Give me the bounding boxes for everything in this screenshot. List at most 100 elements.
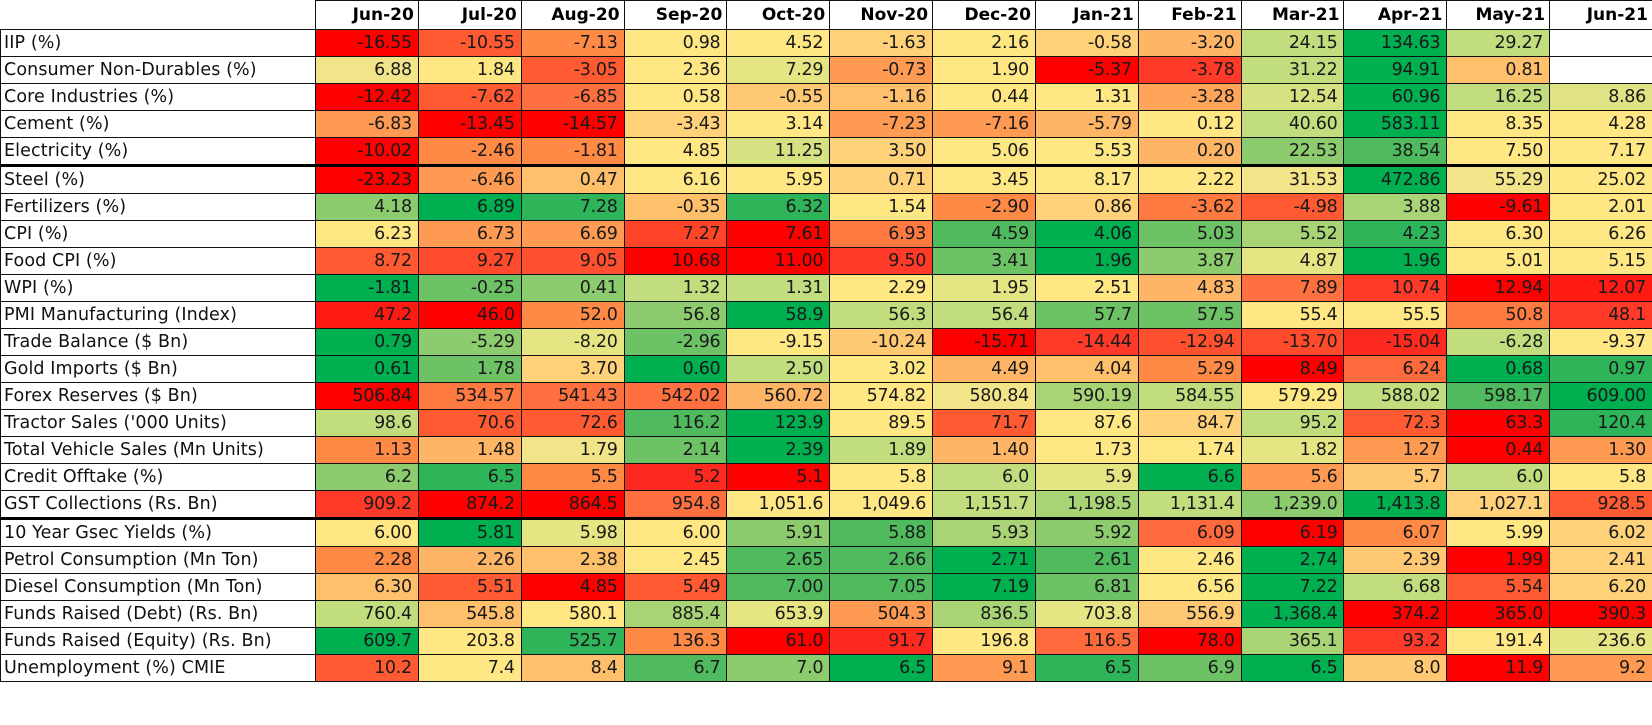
data-cell: 1.99 <box>1446 546 1551 574</box>
row-label: WPI (%) <box>0 274 316 302</box>
data-cell: 6.16 <box>623 165 728 194</box>
data-cell: 8.17 <box>1034 165 1139 194</box>
data-cell: 11.9 <box>1446 654 1551 682</box>
data-cell: 5.06 <box>932 137 1036 167</box>
data-cell: 40.60 <box>1240 110 1345 138</box>
data-cell: 7.27 <box>623 220 728 248</box>
data-cell: 7.0 <box>726 654 831 682</box>
data-cell: 506.84 <box>315 382 419 410</box>
data-cell: 5.2 <box>623 463 728 491</box>
data-cell: -6.46 <box>417 165 522 194</box>
data-cell: -9.37 <box>1549 328 1652 356</box>
data-cell: 5.81 <box>417 518 522 547</box>
data-cell: 7.28 <box>520 193 625 221</box>
data-cell: 8.49 <box>1240 355 1345 383</box>
data-cell: 6.30 <box>1446 220 1551 248</box>
data-cell: -10.02 <box>315 137 419 167</box>
row-label: Funds Raised (Equity) (Rs. Bn) <box>0 627 316 655</box>
data-cell: 7.50 <box>1446 137 1551 167</box>
data-cell: 4.49 <box>932 355 1036 383</box>
data-cell: 1.31 <box>1034 83 1139 111</box>
macro-indicators-heatmap-table: Jun-20 Jul-20 Aug-20 Sep-20 Oct-20 Nov-2… <box>0 0 1652 682</box>
data-cell: 9.27 <box>417 247 522 275</box>
data-cell: 24.15 <box>1240 29 1345 57</box>
data-cell: -2.90 <box>932 193 1036 221</box>
table-row: Steel (%) -23.23 -6.46 0.47 6.16 5.95 0.71 3.45… <box>0 165 1652 194</box>
data-cell: -2.46 <box>417 137 522 167</box>
row-label: Food CPI (%) <box>0 247 316 275</box>
data-cell: 0.81 <box>1446 56 1551 84</box>
row-label: CPI (%) <box>0 220 316 248</box>
data-cell: 12.94 <box>1446 274 1551 302</box>
data-cell: 0.98 <box>623 29 728 57</box>
header-row: Jun-20 Jul-20 Aug-20 Sep-20 Oct-20 Nov-2… <box>0 0 1652 30</box>
data-cell: 3.88 <box>1343 193 1448 221</box>
data-cell: 5.92 <box>1034 518 1139 547</box>
data-cell: 5.6 <box>1240 463 1345 491</box>
data-cell: 47.2 <box>315 301 419 329</box>
data-cell: 2.51 <box>1034 274 1139 302</box>
data-cell: 609.7 <box>315 627 419 655</box>
data-cell: 874.2 <box>417 490 522 520</box>
data-cell: 7.05 <box>829 573 934 601</box>
row-label: Credit Offtake (%) <box>0 463 316 491</box>
data-cell: 29.27 <box>1446 29 1551 57</box>
data-cell: 5.98 <box>520 518 625 547</box>
data-cell: 556.9 <box>1137 600 1242 628</box>
data-cell: 5.8 <box>1549 463 1652 491</box>
data-cell: 55.4 <box>1240 301 1345 329</box>
data-cell: 87.6 <box>1034 409 1139 437</box>
data-cell: 2.71 <box>932 546 1036 574</box>
data-cell: 579.29 <box>1240 382 1345 410</box>
table-row: Diesel Consumption (Mn Ton) 6.30 5.51 4.85 5… <box>0 573 1652 601</box>
data-cell: 1.13 <box>315 436 419 464</box>
data-cell: 0.79 <box>315 328 419 356</box>
data-cell: 9.2 <box>1549 654 1652 682</box>
data-cell: 11.25 <box>726 137 831 167</box>
data-cell: 0.44 <box>932 83 1036 111</box>
table-row: Funds Raised (Equity) (Rs. Bn) 609.7 203.8… <box>0 627 1652 655</box>
data-cell: 25.02 <box>1549 165 1652 194</box>
data-cell: 542.02 <box>623 382 728 410</box>
data-cell: 2.39 <box>726 436 831 464</box>
data-cell: 136.3 <box>623 627 728 655</box>
column-header: Aug-20 <box>520 0 625 30</box>
data-cell: 0.44 <box>1446 436 1551 464</box>
data-cell: -16.55 <box>315 29 419 57</box>
column-header: Sep-20 <box>623 0 728 30</box>
data-cell: 1.90 <box>932 56 1036 84</box>
data-cell: 7.00 <box>726 573 831 601</box>
data-cell: 1.73 <box>1034 436 1139 464</box>
table-row: Electricity (%) -10.02 -2.46 -1.81 4.85 11.25… <box>0 137 1652 167</box>
data-cell: 11.00 <box>726 247 831 275</box>
column-header: May-21 <box>1446 0 1551 30</box>
data-cell: 9.50 <box>829 247 934 275</box>
data-cell: -0.58 <box>1034 29 1139 57</box>
data-cell: -3.78 <box>1137 56 1242 84</box>
row-label: PMI Manufacturing (Index) <box>0 301 316 329</box>
data-cell: 2.46 <box>1137 546 1242 574</box>
data-cell: -5.29 <box>417 328 522 356</box>
data-cell: 6.7 <box>623 654 728 682</box>
data-cell: 1,027.1 <box>1446 490 1551 520</box>
data-cell: 2.65 <box>726 546 831 574</box>
data-cell: 6.0 <box>1446 463 1551 491</box>
row-label: Total Vehicle Sales (Mn Units) <box>0 436 316 464</box>
data-cell: 6.5 <box>417 463 522 491</box>
data-cell: 1.95 <box>932 274 1036 302</box>
data-cell: 1,051.6 <box>726 490 831 520</box>
data-cell: 6.5 <box>1240 654 1345 682</box>
data-cell: 57.7 <box>1034 301 1139 329</box>
table-row: Credit Offtake (%) 6.2 6.5 5.5 5.2 5.1 5.8 6.0 5… <box>0 463 1652 491</box>
data-cell: 4.06 <box>1034 220 1139 248</box>
data-cell: 4.85 <box>623 137 728 167</box>
data-cell: 5.52 <box>1240 220 1345 248</box>
data-cell: 31.22 <box>1240 56 1345 84</box>
data-cell: 12.07 <box>1549 274 1652 302</box>
data-cell: 703.8 <box>1034 600 1139 628</box>
data-cell: -7.23 <box>829 110 934 138</box>
data-cell: 2.45 <box>623 546 728 574</box>
data-cell: 8.0 <box>1343 654 1448 682</box>
data-cell: 6.88 <box>315 56 419 84</box>
data-cell: 10.2 <box>315 654 419 682</box>
